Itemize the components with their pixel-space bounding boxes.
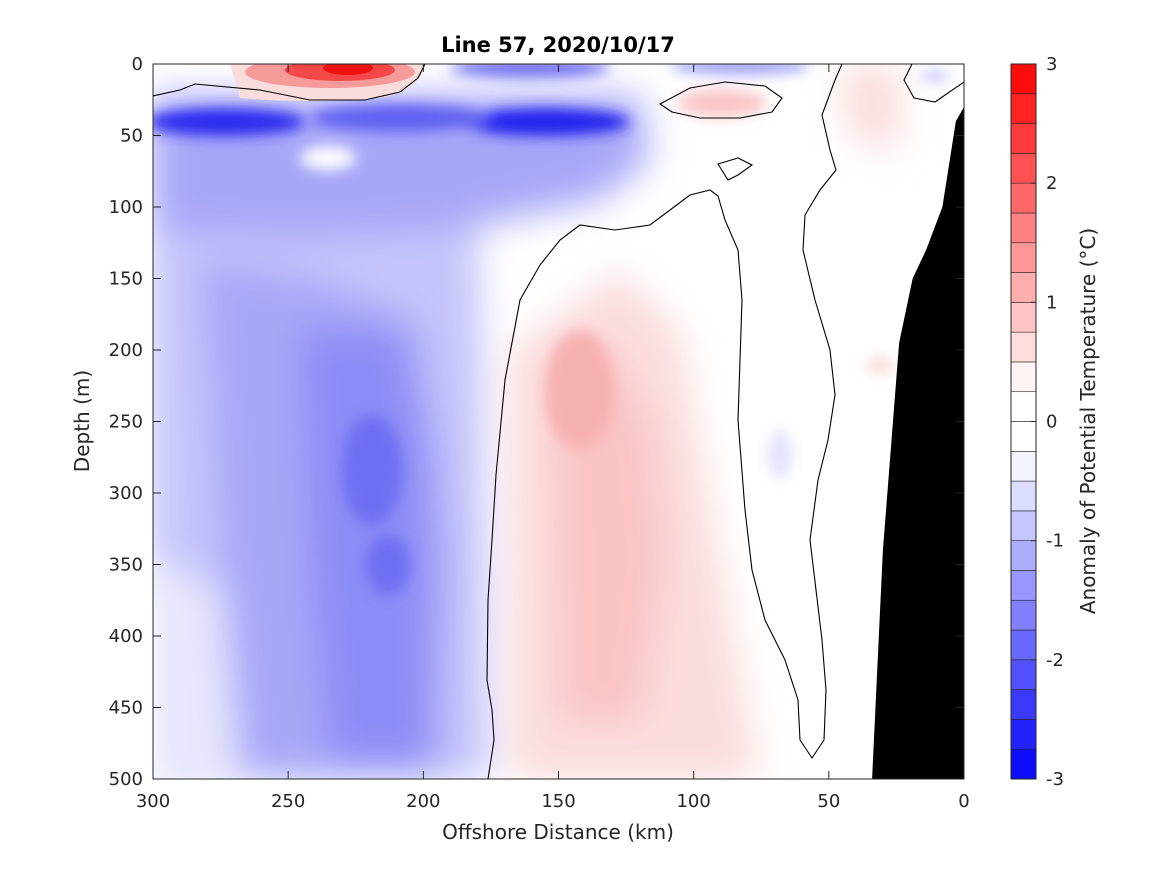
y-tick-label: 50	[120, 126, 143, 147]
colorbar-segment	[1010, 450, 1037, 482]
colorbar-ticks: 3 2 1 0 -1 -2 -3	[1031, 54, 1064, 790]
zero-contour-surface	[153, 64, 426, 101]
x-tick-label: 300	[136, 791, 170, 812]
warm-eddy-surface	[677, 89, 767, 117]
colorbar-label: Anomaly of Potential Temperature (°C)	[1076, 228, 1100, 614]
colorbar	[1010, 63, 1037, 780]
colorbar-segment	[1010, 182, 1037, 214]
colorbar-segment	[1010, 63, 1037, 95]
zero-contour-small	[717, 157, 754, 181]
colorbar-segment	[1010, 689, 1037, 720]
colorbar-segment	[1010, 302, 1037, 333]
x-tick-label: 250	[271, 791, 305, 812]
colorbar-tick-label: 0	[1046, 412, 1057, 433]
colorbar-segment	[1010, 540, 1037, 571]
cold-core-max-upper	[342, 415, 402, 525]
colorbar-tick-label: -1	[1046, 531, 1064, 552]
colorbar-segment	[1010, 719, 1037, 750]
colorbar-segment	[1010, 123, 1037, 154]
warm-core-inner	[545, 330, 615, 450]
colorbar-tick-label: -2	[1046, 650, 1064, 671]
x-tick-label: 200	[406, 791, 440, 812]
warm-surface-max	[323, 64, 373, 75]
weak-warm-patch-nearshore	[866, 356, 894, 374]
y-tick-label: 250	[109, 412, 143, 433]
cold-max-left	[153, 108, 305, 136]
colorbar-segment	[1010, 480, 1037, 512]
contour-field	[153, 64, 964, 779]
x-tick-label: 100	[676, 791, 710, 812]
colorbar-segment	[1010, 391, 1037, 422]
y-tick-label: 450	[109, 698, 143, 719]
y-tick-label: 150	[109, 269, 143, 290]
bathymetry	[872, 106, 964, 779]
zero-contours	[153, 64, 964, 779]
y-tick-label: 200	[109, 340, 143, 361]
chart-title: Line 57, 2020/10/17	[441, 33, 675, 57]
y-tick-label: 400	[109, 626, 143, 647]
x-axis-ticks: 300 250 200 150 100 50 0	[136, 64, 970, 812]
colorbar-segment	[1010, 331, 1037, 363]
colorbar-segment	[1010, 570, 1037, 601]
neutral-patch	[300, 146, 356, 170]
cold-band-mid	[310, 104, 490, 132]
x-tick-label: 150	[541, 791, 575, 812]
colorbar-segment	[1010, 93, 1037, 124]
zero-contour-main	[486, 64, 843, 779]
y-tick-label: 100	[109, 197, 143, 218]
zero-contour-warm-eddy	[658, 81, 783, 119]
weak-cold-patch-corner	[921, 70, 949, 82]
zero-contour-corner	[903, 64, 964, 103]
colorbar-segment	[1010, 659, 1037, 690]
y-tick-label: 300	[109, 483, 143, 504]
cold-core-inner	[300, 330, 430, 760]
y-axis-label: Depth (m)	[70, 370, 94, 472]
cold-surface-patch-2	[670, 64, 810, 74]
cold-surface-patch	[450, 64, 610, 78]
y-axis-ticks: 0 50 100 150 200 250 300 350 400 450 500	[109, 54, 964, 790]
colorbar-tick-label: 1	[1046, 292, 1057, 313]
x-tick-label: 0	[958, 791, 969, 812]
colorbar-segment	[1010, 212, 1037, 244]
colorbar-tick-label: -3	[1046, 769, 1064, 790]
y-tick-label: 350	[109, 555, 143, 576]
colorbar-segment	[1010, 153, 1037, 184]
colorbar-segment	[1010, 242, 1037, 273]
warm-nearshore-surface	[840, 64, 900, 150]
x-tick-label: 50	[817, 791, 840, 812]
colorbar-tick-label: 3	[1046, 54, 1057, 75]
colorbar-segment	[1010, 510, 1037, 541]
cold-max-center	[460, 108, 630, 136]
colorbar-segment	[1010, 599, 1037, 631]
x-axis-label: Offshore Distance (km)	[442, 820, 674, 844]
colorbar-segment	[1010, 629, 1037, 661]
y-tick-label: 500	[109, 769, 143, 790]
colorbar-segment	[1010, 421, 1037, 452]
colorbar-segment	[1010, 272, 1037, 303]
colorbar-segment	[1010, 748, 1037, 780]
colorbar-tick-label: 2	[1046, 173, 1057, 194]
colorbar-segment	[1010, 361, 1037, 393]
y-tick-label: 0	[132, 54, 143, 75]
cold-core-max-lower	[366, 535, 410, 595]
weak-cold-patch-nearshore	[768, 430, 792, 480]
